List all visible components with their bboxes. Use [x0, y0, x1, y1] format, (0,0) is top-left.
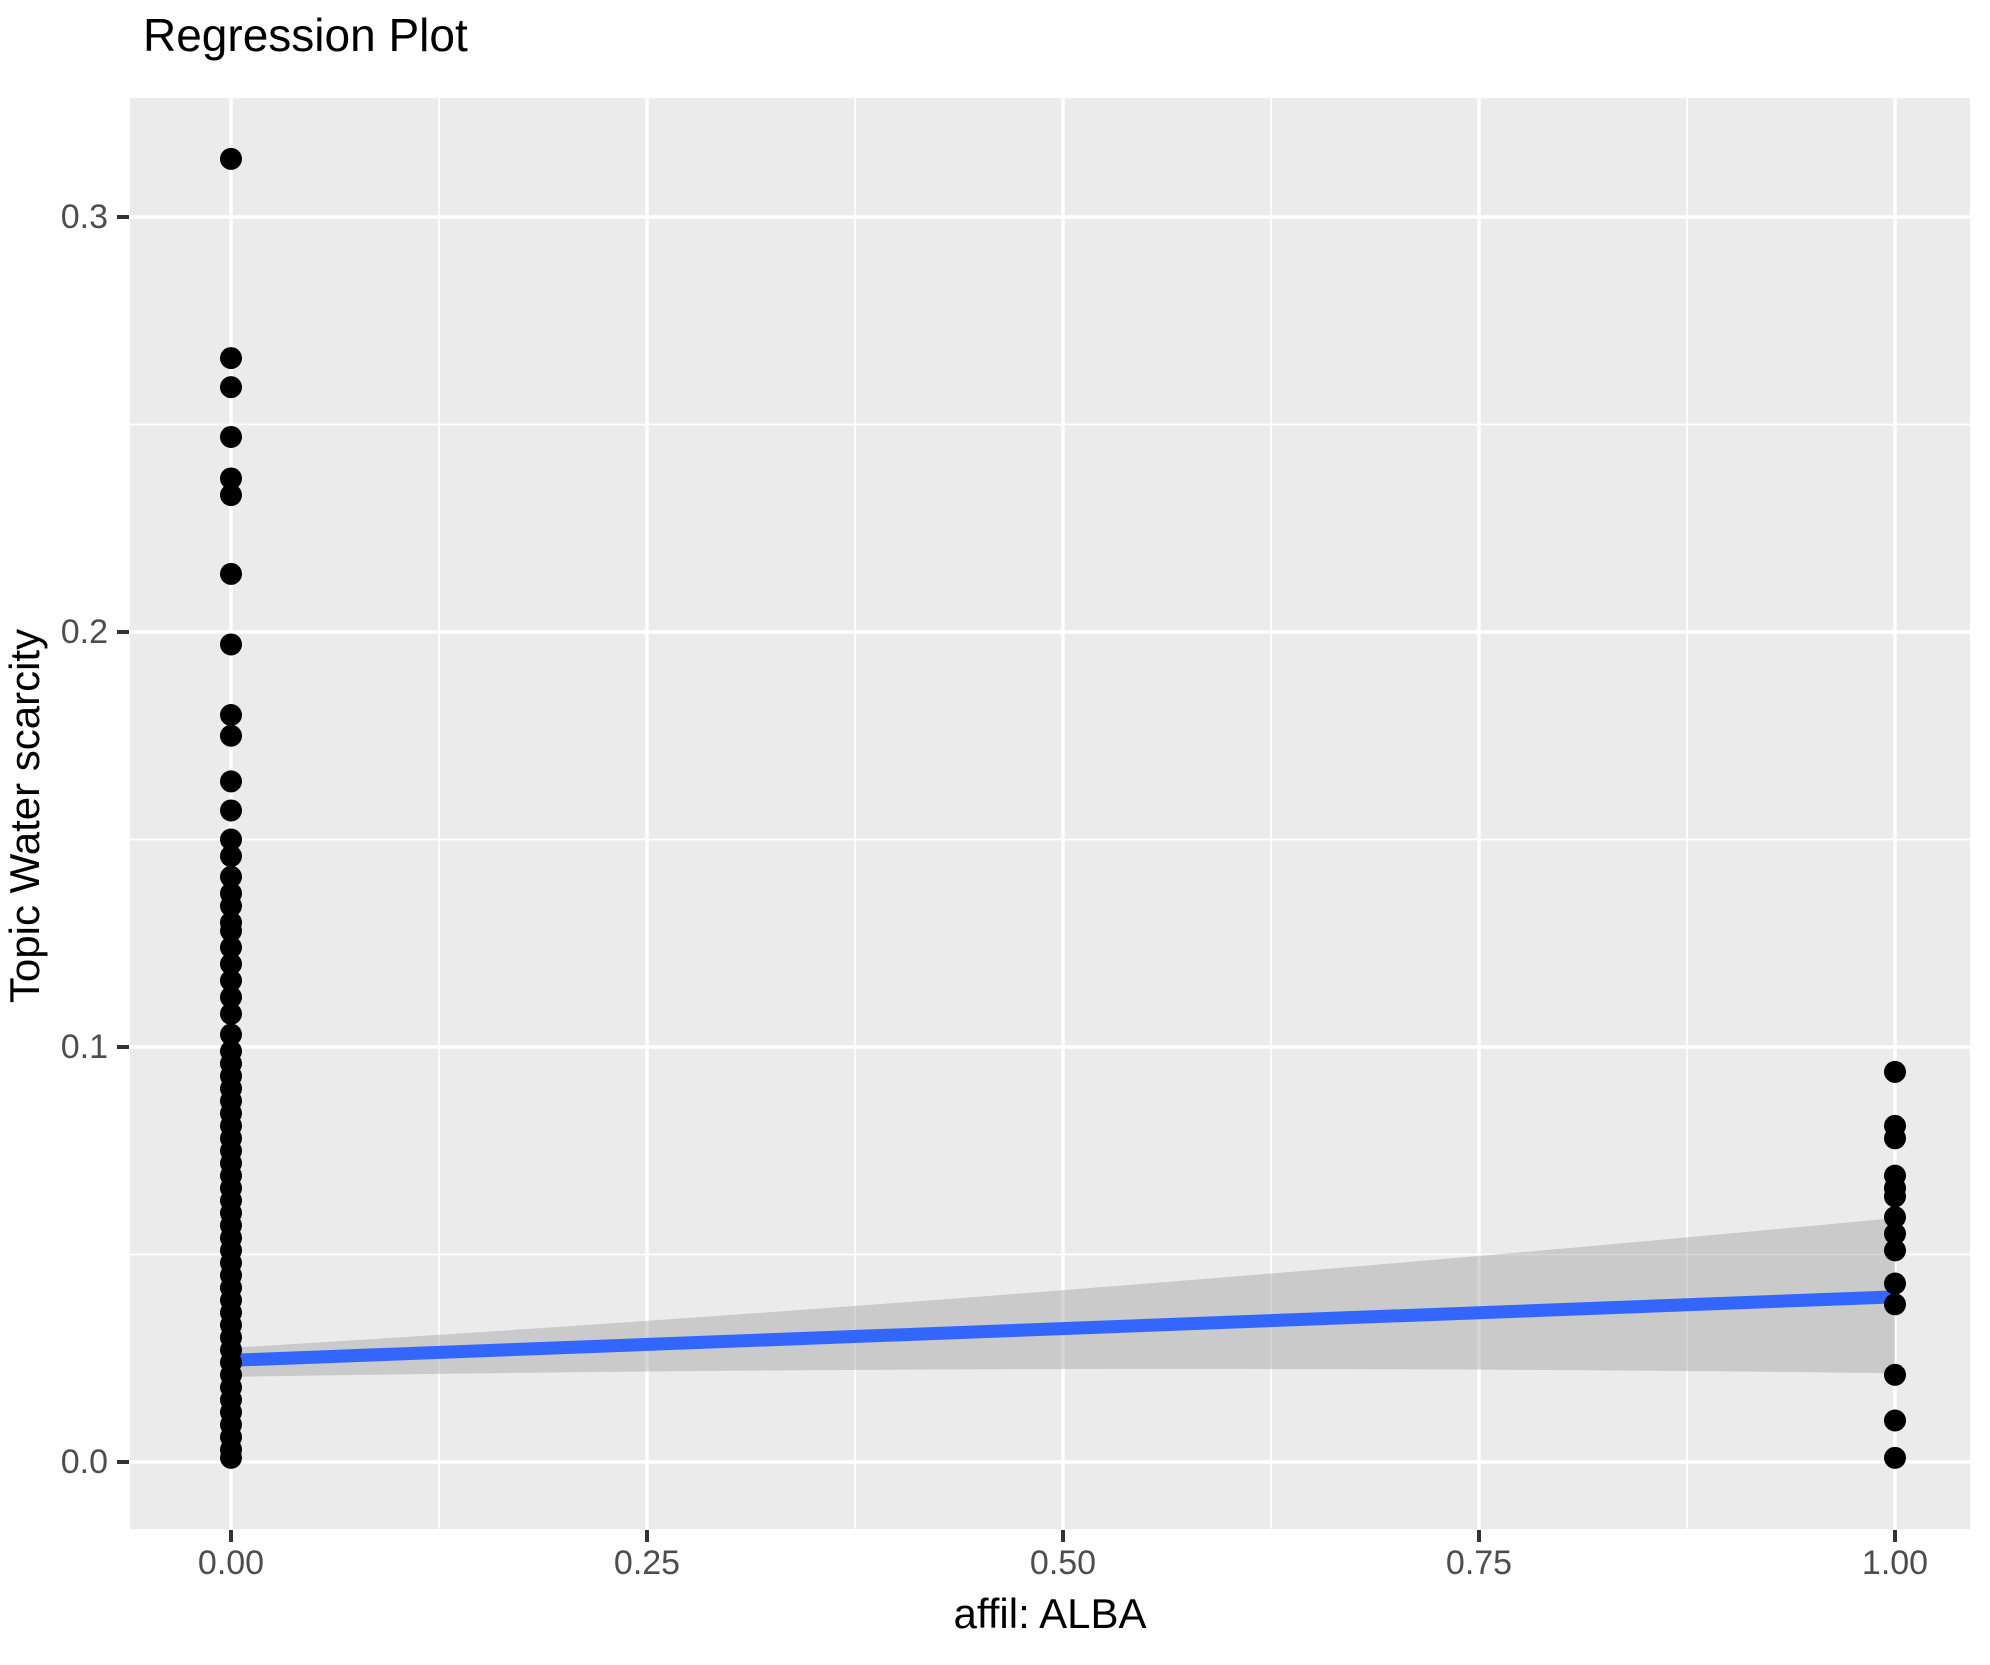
data-point [220, 770, 242, 793]
data-point [220, 828, 242, 851]
data-point [220, 1023, 242, 1046]
y-tick-mark [117, 630, 129, 634]
plot-area-svg [130, 98, 1970, 1529]
data-point [220, 425, 242, 448]
data-point [220, 799, 242, 822]
data-point [1884, 1409, 1906, 1432]
y-tick-mark [117, 1460, 129, 1464]
data-point [1884, 1060, 1906, 1083]
data-point [1884, 1446, 1906, 1469]
scatter-points [220, 147, 1906, 1469]
x-tick-mark [645, 1530, 649, 1542]
data-point [220, 936, 242, 959]
x-tick-mark [1477, 1530, 1481, 1542]
major-gridlines [130, 98, 1970, 1529]
x-tick-label: 1.00 [1861, 1544, 1929, 1582]
y-tick-label: 0.2 [60, 613, 108, 651]
x-tick-label: 0.50 [1029, 1544, 1097, 1582]
y-tick-label: 0.1 [60, 1028, 108, 1066]
data-point [1884, 1222, 1906, 1245]
data-point [1884, 1293, 1906, 1316]
data-point [220, 147, 242, 170]
data-point [1884, 1239, 1906, 1262]
data-point [220, 1446, 242, 1469]
data-point [220, 986, 242, 1009]
y-tick-label: 0.3 [60, 198, 108, 236]
y-tick-mark [117, 1045, 129, 1049]
data-point [220, 724, 242, 747]
x-tick-mark [1893, 1530, 1897, 1542]
data-point [1884, 1127, 1906, 1150]
data-point [220, 1002, 242, 1025]
regression-line [230, 1290, 1896, 1367]
data-point [220, 845, 242, 868]
x-tick-mark [1061, 1530, 1065, 1542]
data-point [220, 704, 242, 726]
data-point [220, 865, 242, 888]
x-tick-mark [229, 1530, 233, 1542]
y-axis-title: Topic Water scarcity [1, 628, 48, 1004]
data-point [220, 467, 242, 490]
data-point [220, 953, 242, 975]
data-point [220, 562, 242, 585]
y-tick-label: 0.0 [60, 1443, 108, 1481]
data-point [1884, 1363, 1906, 1386]
x-tick-label: 0.00 [197, 1544, 265, 1582]
x-axis-title: affil: ALBA [953, 1590, 1147, 1637]
data-point [220, 919, 242, 942]
plot-panel [130, 98, 1970, 1529]
x-tick-label: 0.75 [1445, 1544, 1513, 1582]
x-tick-label: 0.25 [613, 1544, 681, 1582]
data-point [220, 894, 242, 917]
data-point [1884, 1185, 1906, 1208]
data-point [220, 484, 242, 507]
data-point [220, 347, 242, 370]
data-point [220, 969, 242, 992]
y-tick-mark [117, 215, 129, 219]
confidence-band [231, 1217, 1895, 1377]
minor-gridlines [130, 98, 1970, 1529]
data-point [1884, 1272, 1906, 1295]
data-point [220, 376, 242, 399]
chart-title: Regression Plot [143, 9, 468, 61]
data-point [1884, 1206, 1906, 1229]
data-point [220, 633, 242, 656]
